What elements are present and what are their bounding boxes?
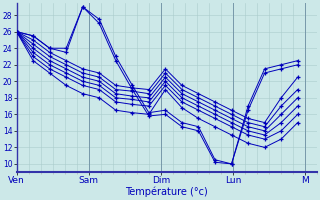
- X-axis label: Température (°c): Température (°c): [125, 187, 208, 197]
